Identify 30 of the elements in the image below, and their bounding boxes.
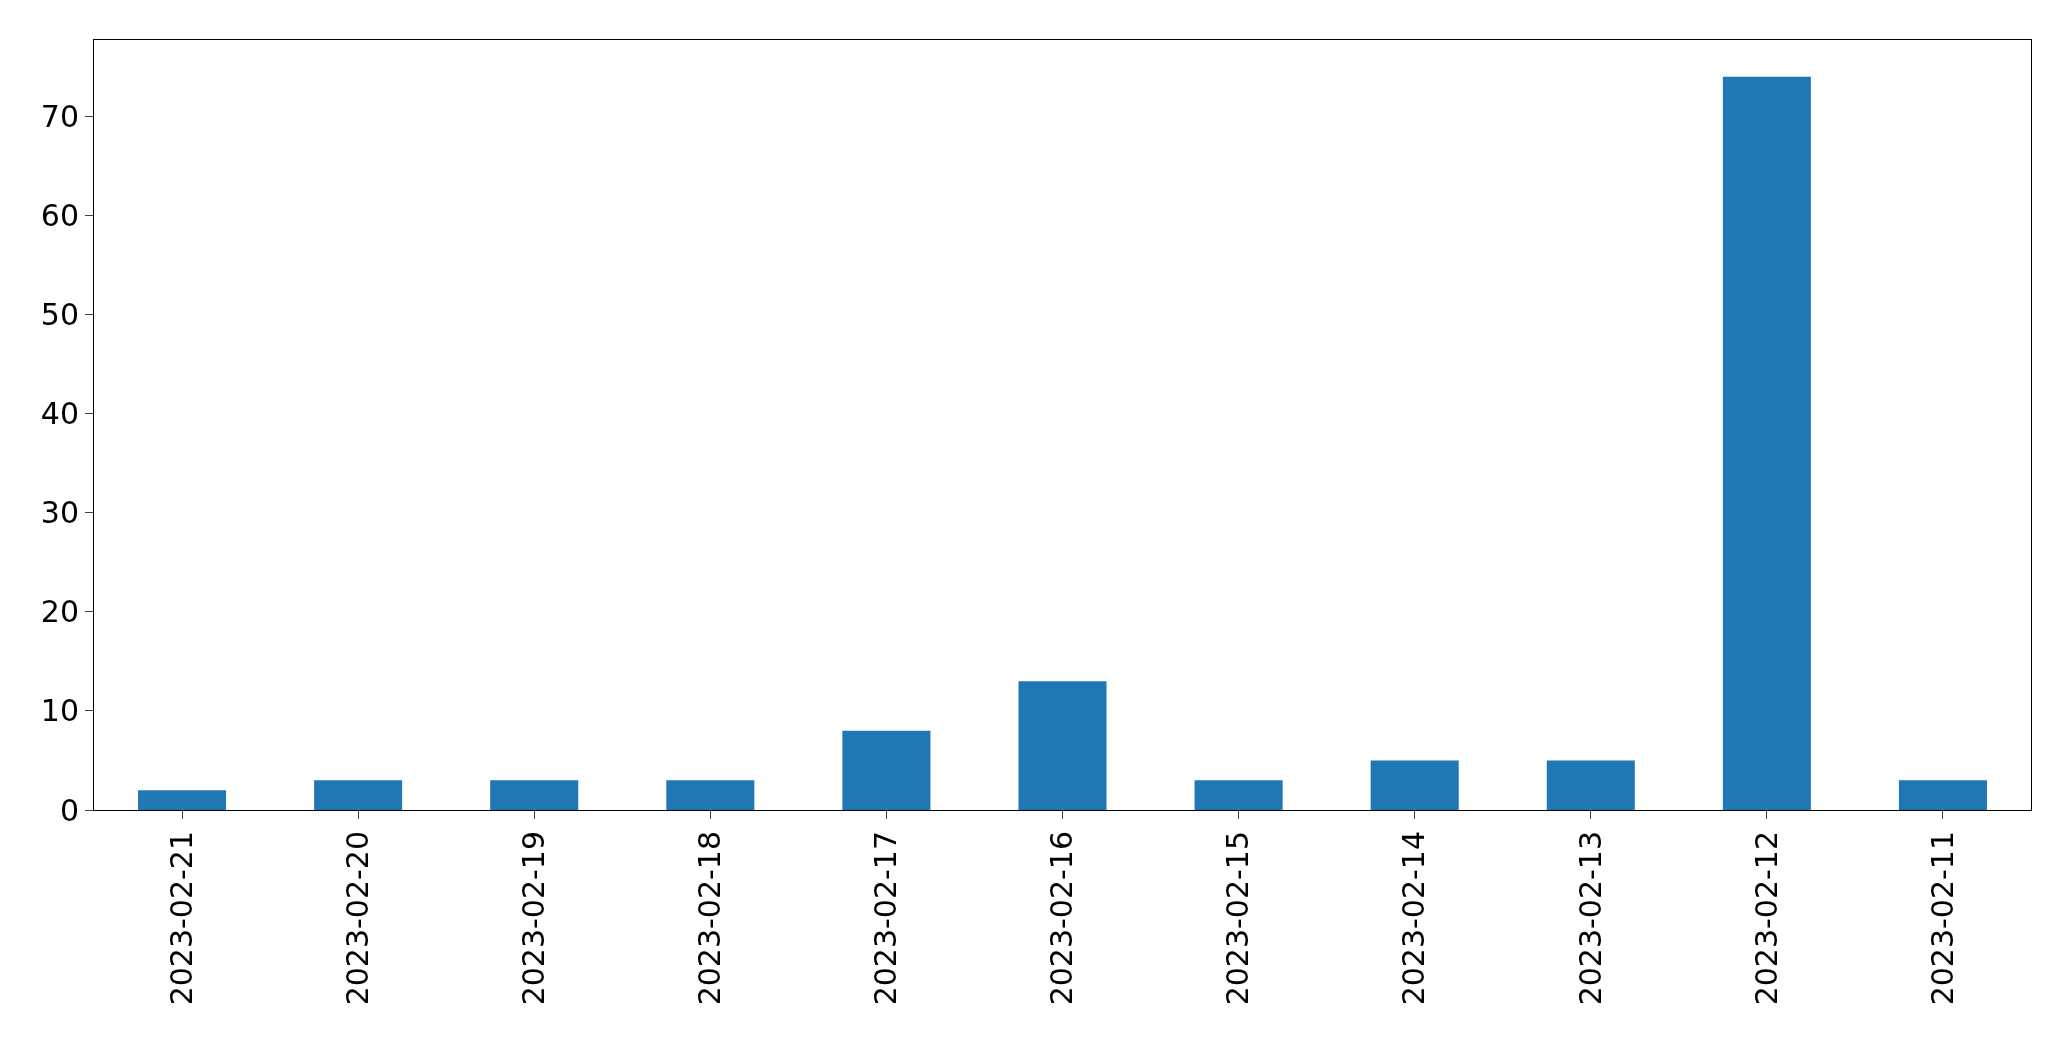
- y-tick-label: 20: [40, 594, 79, 630]
- y-tick-label: 40: [40, 396, 79, 432]
- x-tick-label: 2023-02-17: [868, 831, 904, 1006]
- bar: [1370, 760, 1459, 810]
- y-tick-label: 70: [40, 98, 79, 134]
- bar: [1546, 760, 1635, 810]
- bar: [1898, 780, 1987, 810]
- x-tick-label: 2023-02-16: [1044, 831, 1080, 1006]
- bar: [1194, 780, 1283, 810]
- y-tick-label: 30: [40, 495, 79, 531]
- x-tick-label: 2023-02-15: [1220, 831, 1256, 1006]
- bar: [138, 790, 227, 810]
- x-tick-label: 2023-02-20: [339, 831, 375, 1006]
- x-tick-label: 2023-02-18: [692, 831, 728, 1006]
- x-tick-label: 2023-02-14: [1396, 831, 1432, 1006]
- x-tick-label: 2023-02-21: [163, 831, 199, 1006]
- bar: [666, 780, 755, 810]
- y-tick-label: 0: [59, 792, 79, 828]
- x-tick-label: 2023-02-12: [1748, 831, 1784, 1006]
- x-tick-label: 2023-02-13: [1572, 831, 1608, 1006]
- x-tick-label: 2023-02-11: [1924, 831, 1960, 1006]
- bar: [314, 780, 403, 810]
- bar: [490, 780, 579, 810]
- y-tick-label: 50: [40, 297, 79, 332]
- bar: [1018, 681, 1107, 810]
- bar: [842, 730, 931, 810]
- x-tick-label: 2023-02-19: [515, 831, 551, 1006]
- y-tick-label: 60: [40, 197, 79, 233]
- y-tick-label: 10: [40, 693, 79, 729]
- bar: [1722, 76, 1811, 810]
